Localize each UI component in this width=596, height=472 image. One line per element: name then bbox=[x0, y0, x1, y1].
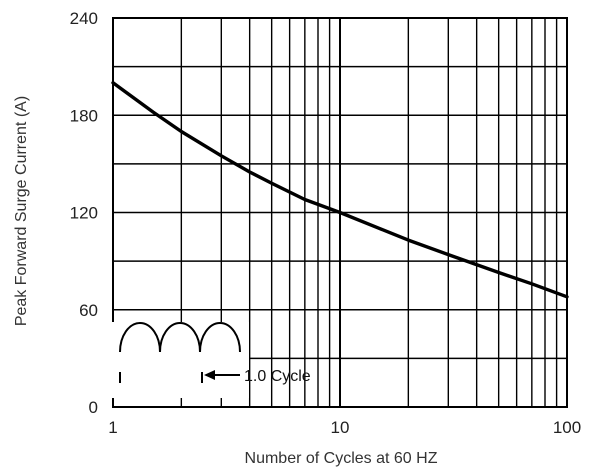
cycle-arrow-head bbox=[204, 370, 215, 380]
cycle-inset: 1.0 Cycle bbox=[112, 322, 311, 398]
y-tick-label: 240 bbox=[70, 9, 98, 28]
x-tick-label: 100 bbox=[553, 418, 581, 437]
y-tick-labels: 0 60 120 180 240 bbox=[70, 9, 98, 417]
x-tick-labels: 1 10 100 bbox=[108, 418, 581, 437]
y-tick-label: 180 bbox=[70, 106, 98, 125]
series bbox=[111, 81, 569, 299]
y-tick-label: 120 bbox=[70, 204, 98, 223]
grid bbox=[113, 18, 567, 407]
half-wave-rectified-sine-icon bbox=[119, 322, 241, 353]
inset-background bbox=[112, 322, 249, 398]
plot-frame bbox=[112, 17, 568, 408]
x-tick-label: 10 bbox=[331, 418, 350, 437]
cycle-label: 1.0 Cycle bbox=[244, 368, 311, 385]
y-tick-label: 60 bbox=[79, 301, 98, 320]
series-line bbox=[111, 81, 569, 299]
y-axis-label: Peak Forward Surge Current (A) bbox=[13, 96, 30, 326]
x-axis-label: Number of Cycles at 60 HZ bbox=[245, 450, 438, 467]
y-tick-label: 0 bbox=[89, 398, 98, 417]
x-tick-label: 1 bbox=[108, 418, 117, 437]
